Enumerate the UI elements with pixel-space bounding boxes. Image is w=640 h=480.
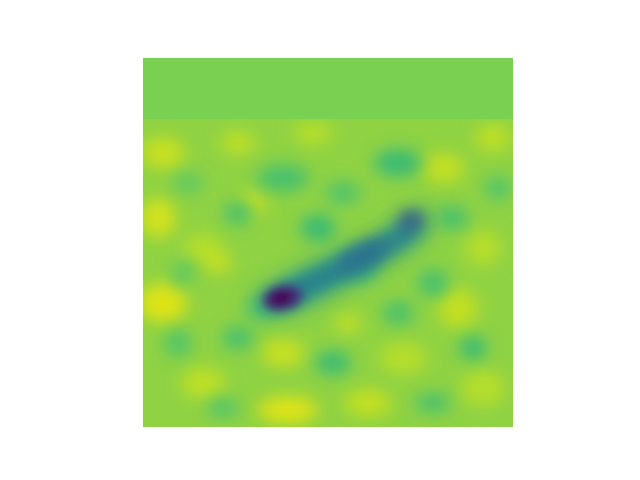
top-band	[143, 58, 513, 119]
heatmap-image	[143, 58, 513, 427]
dark-noise-blobs	[164, 149, 512, 418]
heatmap-svg	[143, 58, 513, 427]
feature-core	[337, 211, 423, 273]
feature-dark-spot	[263, 285, 303, 311]
bright-noise-blobs	[143, 121, 511, 424]
